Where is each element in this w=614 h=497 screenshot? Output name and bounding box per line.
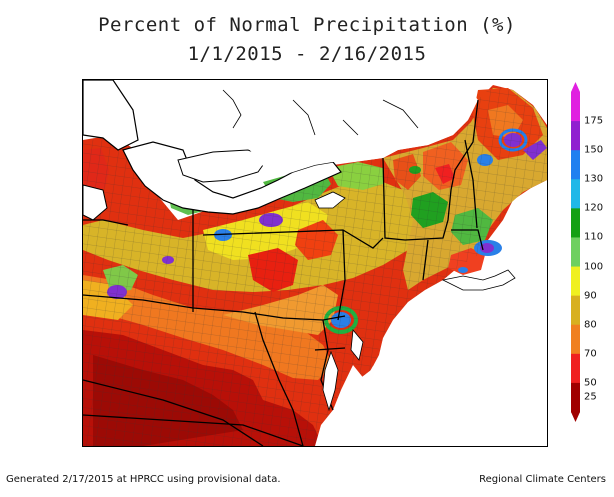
legend-swatch (571, 208, 580, 238)
credit-text: Regional Climate Centers (479, 474, 606, 485)
legend-label: 150 (584, 144, 604, 156)
generated-note: Generated 2/17/2015 at HPRCC using provi… (6, 474, 281, 485)
legend-colorbar (571, 82, 580, 422)
great-lakes (83, 80, 346, 221)
chesapeake-bay (322, 350, 339, 412)
legend-swatch (571, 295, 580, 326)
legend-label: 70 (584, 348, 597, 360)
legend-swatch (571, 150, 580, 180)
legend-label: 175 (584, 115, 604, 127)
county-lines (83, 85, 547, 446)
legend-arrow-top (571, 82, 580, 92)
legend-label: 25 (584, 391, 597, 403)
map-title: Percent of Normal Precipitation (%) (98, 14, 516, 36)
legend-swatch (571, 179, 580, 209)
map-canvas (83, 80, 547, 446)
delaware-bay (350, 329, 364, 361)
legend-label: 130 (584, 173, 604, 185)
legend-label: 110 (584, 231, 604, 243)
legend-label: 100 (584, 261, 604, 273)
legend-swatch (571, 266, 580, 297)
canada-area (143, 80, 478, 178)
legend-label: 50 (584, 377, 597, 389)
legend-swatch (571, 121, 580, 151)
legend-label: 120 (584, 202, 604, 214)
date-range: 1/1/2015 - 2/16/2015 (187, 43, 427, 65)
color-legend: 175 150 130 120 110 100 90 80 70 50 25 (562, 82, 612, 422)
legend-swatch (571, 324, 580, 355)
legend-swatch (571, 237, 580, 268)
legend-swatch (571, 353, 580, 384)
precipitation-map (82, 79, 548, 447)
legend-swatch (571, 382, 580, 413)
legend-swatch (571, 92, 580, 122)
legend-label: 90 (584, 290, 597, 302)
legend-arrow-bottom (571, 412, 580, 422)
legend-label: 80 (584, 319, 597, 331)
atlantic-ocean (315, 269, 547, 446)
state-boundaries (83, 99, 484, 446)
